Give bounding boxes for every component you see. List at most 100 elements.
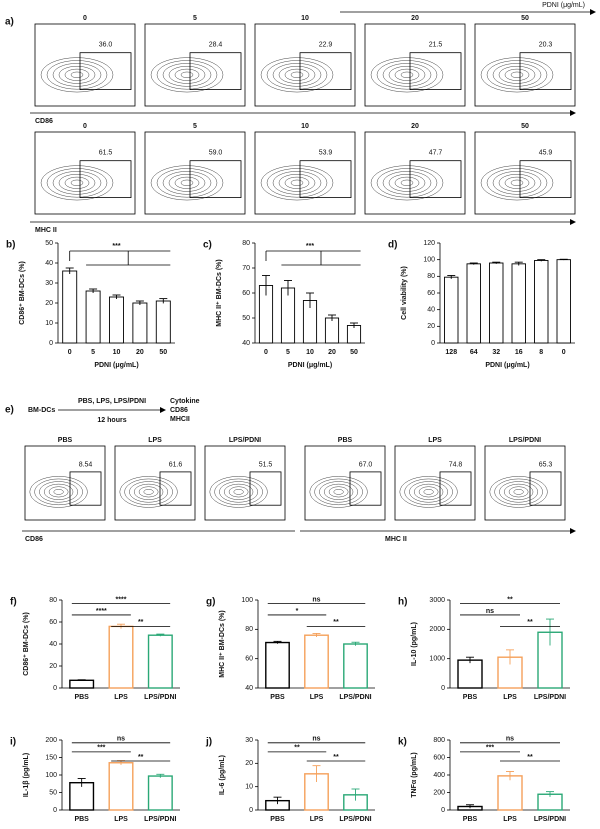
panel-label: e) [5,405,14,416]
contour [489,476,548,508]
y-tick-label: 0 [431,340,435,347]
bar [155,300,171,344]
y-tick-label: 80 [242,240,250,247]
contour [492,63,542,87]
x-tick-label: LPS/PDNI [534,694,566,701]
column-label: 0 [83,15,87,22]
gate [159,471,192,506]
contour [328,486,349,498]
contour [278,65,316,84]
x-tick-label: PBS [270,816,285,823]
diagram-text: BM-DCs [28,407,55,414]
significance: ** [294,745,300,752]
contour [510,179,524,186]
arrow-head [160,407,166,413]
y-tick-label: 0 [53,807,57,814]
contour [29,476,88,508]
contour [492,171,542,195]
x-tick-label: 20 [328,349,336,356]
x-tick-label: 8 [539,349,543,356]
contour [39,481,79,503]
contour [498,173,536,192]
flow-plot-frame [364,131,466,215]
bar [511,263,526,344]
gate-value: 45.9 [539,149,553,156]
contour [150,165,224,201]
y-axis-label: MHC II⁺ BM-DCs (%) [216,259,223,326]
panel-label: i) [10,737,16,748]
flow-plot-frame [34,23,136,107]
bar [489,262,504,344]
y-tick-label: 40 [45,260,53,267]
contour [272,63,322,87]
y-tick-label: 0 [53,685,57,692]
column-label: LPS [428,437,442,444]
axis-title: PDNI (μg/mL) [542,2,585,9]
panel-label: f) [10,597,17,608]
contour [70,179,84,186]
contour [382,63,432,87]
contour [52,171,102,195]
y-axis-label: IL-6 (pg/mL) [219,755,226,795]
x-tick-label: 16 [515,349,523,356]
y-tick-label: 80 [49,597,57,604]
significance: * [296,608,299,615]
bar [346,325,362,344]
x-tick-label: 0 [68,349,72,356]
y-tick-label: 200 [45,737,57,744]
contour [510,71,524,78]
x-tick-label: 5 [91,349,95,356]
contour [129,481,169,503]
contour [52,63,102,87]
contour [394,176,420,189]
significance: ns [486,608,494,615]
y-tick-label: 0 [441,685,445,692]
contour [124,478,173,506]
contour [43,483,74,500]
x-tick-label: 5 [286,349,290,356]
contour [314,478,363,506]
gate [69,471,102,506]
column-label: PBS [338,437,353,444]
gate-value: 53.9 [319,149,333,156]
x-tick-label: LPS [310,694,324,701]
significance: **** [116,596,127,603]
panel-label: b) [6,240,15,251]
column-label: 5 [193,15,197,22]
contour [404,478,453,506]
x-tick-label: PBS [463,816,478,823]
significance: ** [527,619,533,626]
contour [223,483,254,500]
arrow-head [570,528,576,534]
contour [46,60,108,90]
bar [265,641,290,689]
y-tick-label: 30 [245,737,253,744]
contour [290,71,304,78]
gate-value: 28.4 [209,41,223,48]
contour [388,65,426,84]
contour [133,483,164,500]
contour [423,489,434,495]
contour [508,486,529,498]
flow-plot-frame [114,445,196,521]
gate [409,52,462,91]
y-tick-label: 80 [427,273,435,280]
contour [319,481,359,503]
contour [174,68,200,81]
x-tick-label: LPS [310,816,324,823]
contour [64,68,90,81]
bar [108,625,134,689]
y-axis-label: CD86⁺ BM-DCs (%) [23,612,30,676]
y-tick-label: 0 [249,807,253,814]
contour [400,179,414,186]
contour [58,173,96,192]
y-tick-label: 60 [245,656,253,663]
bar [324,317,340,344]
flow-plot-frame [144,131,246,215]
flow-plot-frame [254,131,356,215]
bar [108,762,134,811]
x-tick-label: PBS [270,694,285,701]
column-label: LPS/PDNI [229,437,261,444]
significance: *** [486,745,494,752]
